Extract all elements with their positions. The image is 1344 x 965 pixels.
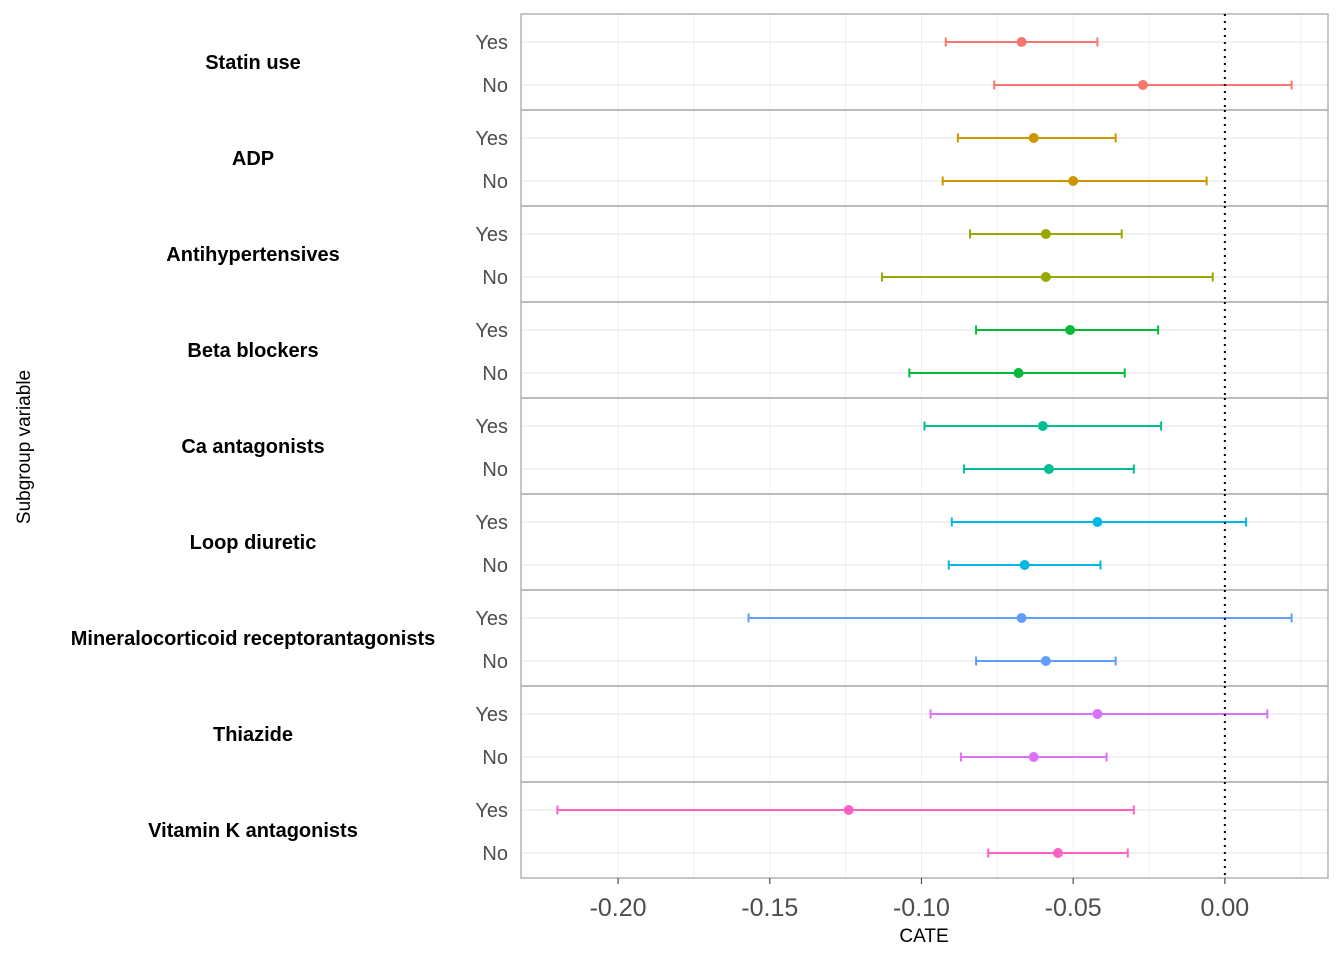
row-label-loop-diuretic-yes: Yes bbox=[475, 512, 508, 534]
group-label-thiazide: Thiazide bbox=[213, 724, 293, 746]
row-label-mineralocorticoid-receptorantagonists-yes: Yes bbox=[475, 608, 508, 630]
point-estimate-adp-no bbox=[1068, 176, 1079, 186]
panel-border-adp bbox=[520, 109, 1329, 207]
panel-border-mineralocorticoid-receptorantagonists bbox=[520, 589, 1329, 687]
point-estimate-loop-diuretic-no bbox=[1019, 560, 1030, 570]
panel-border-ca-antagonists bbox=[520, 397, 1329, 495]
row-label-beta-blockers-yes: Yes bbox=[475, 320, 508, 342]
point-estimate-mineralocorticoid-receptorantagonists-no bbox=[1040, 656, 1051, 666]
group-label-statin-use: Statin use bbox=[205, 52, 301, 74]
row-label-ca-antagonists-no: No bbox=[482, 459, 508, 481]
row-label-vitamin-k-antagonists-yes: Yes bbox=[475, 800, 508, 822]
row-label-beta-blockers-no: No bbox=[482, 363, 508, 385]
x-tick-label: -0.20 bbox=[590, 894, 647, 922]
group-label-mineralocorticoid-receptorantagonists: Mineralocorticoid receptorantagonists bbox=[71, 628, 436, 650]
x-tick-label: -0.05 bbox=[1045, 894, 1102, 922]
point-estimate-antihypertensives-yes bbox=[1040, 229, 1051, 239]
row-label-loop-diuretic-no: No bbox=[482, 555, 508, 577]
point-estimate-ca-antagonists-yes bbox=[1037, 421, 1048, 431]
panel-border-loop-diuretic bbox=[520, 493, 1329, 591]
point-estimate-antihypertensives-no bbox=[1040, 272, 1051, 282]
point-estimate-statin-use-no bbox=[1137, 80, 1148, 90]
point-estimate-mineralocorticoid-receptorantagonists-yes bbox=[1016, 613, 1027, 623]
point-estimate-adp-yes bbox=[1028, 133, 1039, 143]
row-label-mineralocorticoid-receptorantagonists-no: No bbox=[482, 651, 508, 673]
row-label-statin-use-no: No bbox=[482, 75, 508, 97]
group-label-loop-diuretic: Loop diuretic bbox=[190, 532, 317, 554]
group-label-vitamin-k-antagonists: Vitamin K antagonists bbox=[148, 820, 358, 842]
point-estimate-vitamin-k-antagonists-yes bbox=[843, 805, 854, 815]
point-estimate-statin-use-yes bbox=[1016, 37, 1027, 47]
point-estimate-vitamin-k-antagonists-no bbox=[1052, 848, 1063, 858]
point-estimate-thiazide-yes bbox=[1092, 709, 1103, 719]
group-label-adp: ADP bbox=[232, 148, 274, 170]
point-estimate-thiazide-no bbox=[1028, 752, 1039, 762]
row-label-antihypertensives-yes: Yes bbox=[475, 224, 508, 246]
row-label-thiazide-yes: Yes bbox=[475, 704, 508, 726]
row-label-adp-yes: Yes bbox=[475, 128, 508, 150]
x-axis-title: CATE bbox=[899, 926, 948, 947]
row-label-thiazide-no: No bbox=[482, 747, 508, 769]
point-estimate-loop-diuretic-yes bbox=[1092, 517, 1103, 527]
row-label-ca-antagonists-yes: Yes bbox=[475, 416, 508, 438]
panel-border-antihypertensives bbox=[520, 205, 1329, 303]
panel-border-beta-blockers bbox=[520, 301, 1329, 399]
point-estimate-beta-blockers-no bbox=[1013, 368, 1024, 378]
group-label-ca-antagonists: Ca antagonists bbox=[181, 436, 324, 458]
group-label-antihypertensives: Antihypertensives bbox=[166, 244, 339, 266]
row-label-vitamin-k-antagonists-no: No bbox=[482, 843, 508, 865]
group-label-beta-blockers: Beta blockers bbox=[187, 340, 318, 362]
point-estimate-ca-antagonists-no bbox=[1043, 464, 1054, 474]
row-label-adp-no: No bbox=[482, 171, 508, 193]
panel-border-thiazide bbox=[520, 685, 1329, 783]
row-label-statin-use-yes: Yes bbox=[475, 32, 508, 54]
panel-border-vitamin-k-antagonists bbox=[520, 781, 1329, 879]
x-tick-label: -0.10 bbox=[893, 894, 950, 922]
row-label-antihypertensives-no: No bbox=[482, 267, 508, 289]
x-tick-label: 0.00 bbox=[1201, 894, 1250, 922]
y-axis-title: Subgroup variable bbox=[14, 370, 35, 524]
point-estimate-beta-blockers-yes bbox=[1065, 325, 1076, 335]
panel-border-statin-use bbox=[520, 13, 1329, 111]
x-tick-label: -0.15 bbox=[741, 894, 798, 922]
